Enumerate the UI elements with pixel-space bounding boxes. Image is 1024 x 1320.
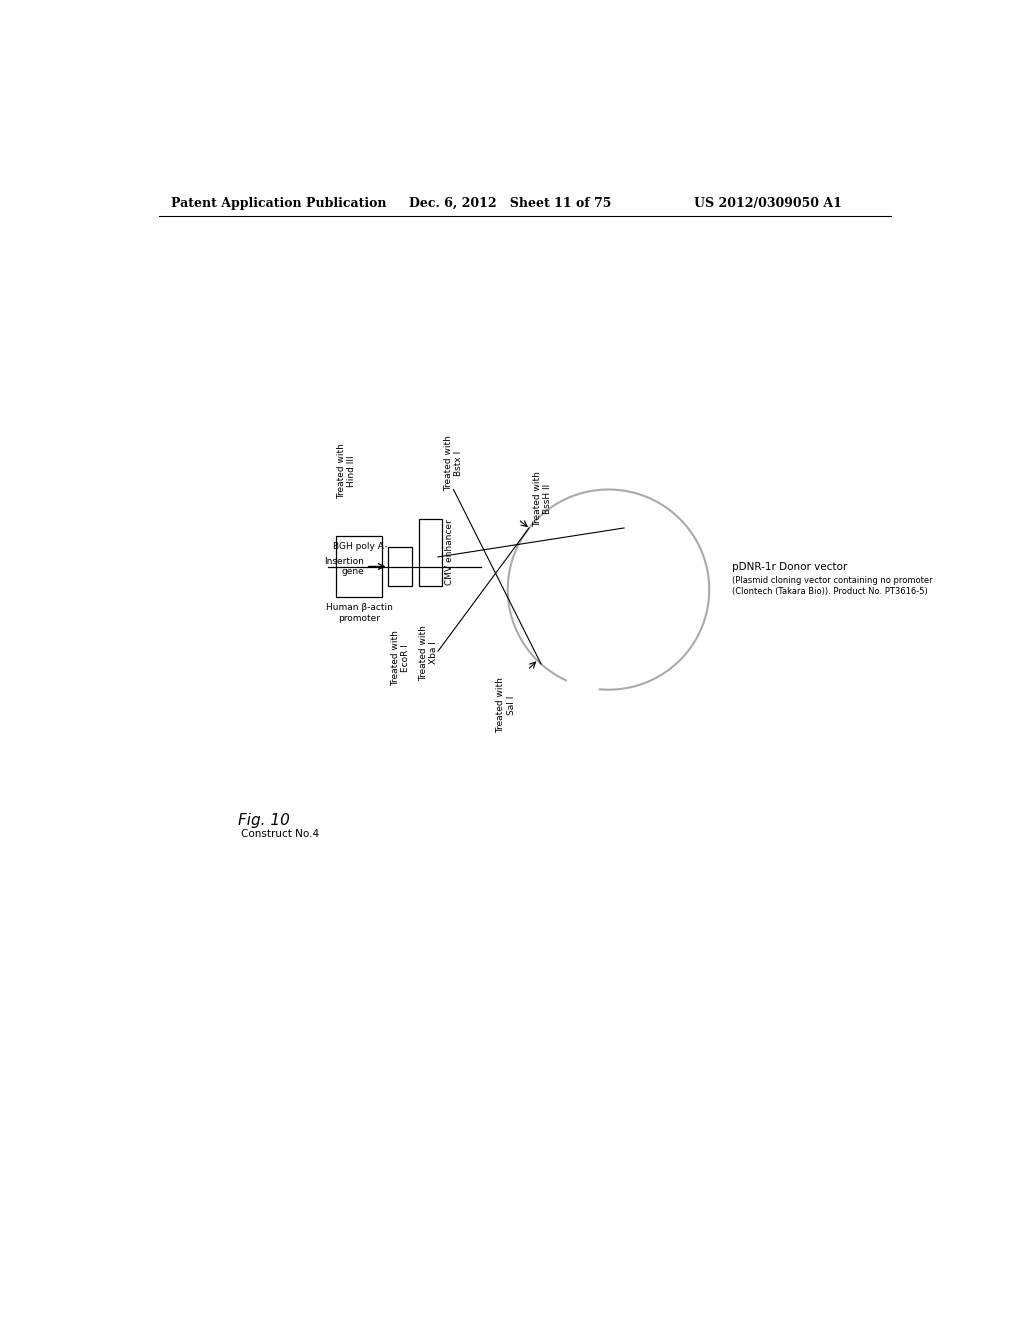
Bar	[419, 519, 442, 586]
Bar	[388, 548, 413, 586]
Text: Fig. 10: Fig. 10	[238, 813, 290, 828]
Text: pDNR-1r Donor vector: pDNR-1r Donor vector	[732, 561, 848, 572]
Text: Insertion
gene: Insertion gene	[325, 557, 365, 577]
Text: Dec. 6, 2012   Sheet 11 of 75: Dec. 6, 2012 Sheet 11 of 75	[409, 197, 611, 210]
Text: Treated with
Xba I: Treated with Xba I	[419, 626, 438, 681]
Text: Treated with
Bstx I: Treated with Bstx I	[443, 436, 463, 491]
Text: CMV enhancer: CMV enhancer	[445, 519, 454, 585]
Text: Treated with
BssH II: Treated with BssH II	[532, 471, 552, 527]
Text: Human β-actin
promoter: Human β-actin promoter	[326, 603, 392, 623]
Text: BGH poly A: BGH poly A	[333, 543, 384, 550]
Text: (Plasmid cloning vector containing no promoter: (Plasmid cloning vector containing no pr…	[732, 576, 933, 585]
Text: US 2012/0309050 A1: US 2012/0309050 A1	[693, 197, 842, 210]
Text: Construct No.4: Construct No.4	[241, 829, 319, 840]
Text: Treated with
Hind III: Treated with Hind III	[337, 444, 356, 499]
Text: (Clontech (Takara Bio)). Product No. PT3616-5): (Clontech (Takara Bio)). Product No. PT3…	[732, 587, 928, 597]
Text: Treated with
Sal I: Treated with Sal I	[497, 677, 516, 733]
Text: Patent Application Publication: Patent Application Publication	[171, 197, 386, 210]
Bar	[336, 536, 382, 597]
Text: Treated with
EcoR I: Treated with EcoR I	[391, 630, 411, 685]
